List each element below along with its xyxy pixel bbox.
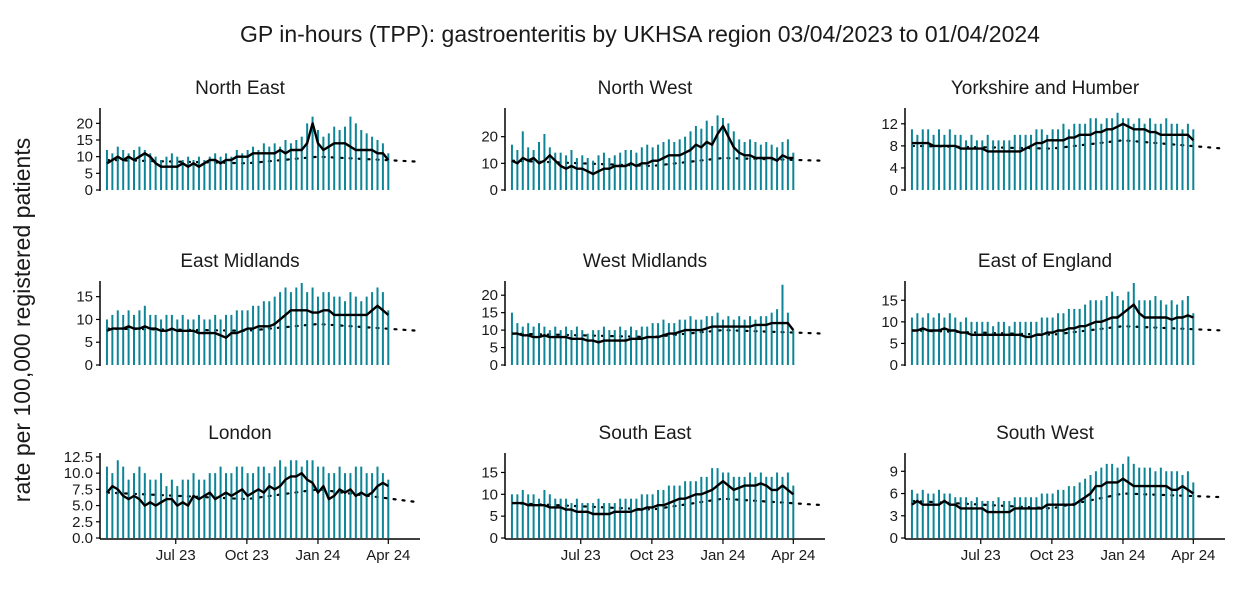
y-tick-label: 10 — [76, 311, 93, 328]
panel-title: North East — [195, 78, 285, 99]
y-tick-label: 7.5 — [72, 481, 93, 498]
y-tick-label: 20 — [76, 115, 93, 132]
smoothed-line — [512, 321, 795, 344]
y-tick-label: 8 — [890, 138, 898, 155]
y-tick-label: 0 — [85, 182, 93, 199]
y-tick-label: 5 — [85, 165, 93, 182]
y-tick-label: 20 — [481, 287, 498, 304]
y-axis-label: rate per 100,000 registered patients — [9, 138, 35, 502]
baseline-line — [910, 139, 1225, 150]
x-tick-label: Oct 23 — [1030, 547, 1074, 564]
y-tick-label: 5 — [490, 340, 498, 357]
panel-title: East of England — [978, 251, 1112, 272]
panel-title: West Midlands — [583, 251, 707, 272]
baseline-line — [510, 328, 825, 339]
y-tick-label: 15 — [481, 305, 498, 322]
y-tick-label: 20 — [481, 129, 498, 146]
x-tick-label: Jul 23 — [961, 547, 1001, 564]
y-tick-label: 9 — [890, 463, 898, 480]
y-tick-label: 10 — [76, 149, 93, 166]
smoothed-line — [912, 122, 1195, 153]
y-tick-label: 0 — [890, 182, 898, 199]
y-tick-label: 0 — [490, 357, 498, 374]
panel-title: North West — [598, 78, 693, 99]
baseline-line — [510, 497, 825, 511]
baseline-line — [105, 155, 420, 165]
panel-title: South East — [599, 423, 693, 444]
x-tick-label: Jul 23 — [561, 547, 601, 564]
x-tick-label: Oct 23 — [225, 547, 269, 564]
y-tick-label: 5 — [85, 334, 93, 351]
x-tick-label: Jan 24 — [295, 547, 340, 564]
x-tick-label: Apr 24 — [771, 547, 815, 564]
smoothed-line — [911, 477, 1194, 514]
smoothed-line — [106, 122, 390, 168]
y-tick-label: 0 — [85, 357, 93, 374]
x-tick-label: Jul 23 — [156, 547, 196, 564]
smoothed-line — [511, 124, 794, 176]
y-tick-label: 12 — [881, 116, 898, 133]
y-tick-label: 5 — [490, 508, 498, 525]
panel-title: London — [208, 423, 271, 444]
panel-title: Yorkshire and Humber — [951, 78, 1140, 99]
x-tick-label: Jan 24 — [1100, 547, 1145, 564]
y-tick-label: 0 — [490, 530, 498, 547]
baseline-line — [910, 492, 1225, 510]
y-tick-label: 0 — [890, 357, 898, 374]
y-tick-label: 3 — [890, 508, 898, 525]
y-tick-label: 0.0 — [72, 530, 93, 547]
smoothed-line — [912, 303, 1194, 339]
baseline-line — [910, 325, 1225, 336]
y-tick-label: 2.5 — [72, 514, 93, 531]
y-tick-label: 0 — [490, 182, 498, 199]
y-tick-label: 10 — [481, 322, 498, 339]
y-tick-label: 10 — [481, 155, 498, 172]
y-tick-label: 5.0 — [72, 498, 93, 515]
y-tick-label: 12.5 — [64, 449, 93, 466]
x-tick-label: Apr 24 — [366, 547, 410, 564]
smoothed-line — [106, 304, 390, 339]
chart-title: GP in-hours (TPP): gastroenteritis by UK… — [240, 21, 1040, 47]
y-tick-label: 15 — [76, 289, 93, 306]
panel-title: South West — [996, 423, 1095, 444]
y-tick-label: 10.0 — [64, 465, 93, 482]
baseline-line — [105, 322, 420, 332]
y-tick-label: 15 — [881, 292, 898, 309]
y-tick-label: 0 — [890, 530, 898, 547]
panel-title: East Midlands — [180, 251, 299, 272]
y-tick-label: 10 — [881, 314, 898, 331]
y-tick-label: 6 — [890, 486, 898, 503]
smoothed-line — [512, 480, 795, 516]
y-tick-label: 15 — [481, 464, 498, 481]
smoothed-line — [106, 472, 389, 507]
x-tick-label: Oct 23 — [630, 547, 674, 564]
y-tick-label: 10 — [481, 486, 498, 503]
y-tick-label: 15 — [76, 132, 93, 149]
x-tick-label: Apr 24 — [1171, 547, 1215, 564]
y-tick-label: 5 — [890, 335, 898, 352]
y-tick-label: 4 — [890, 160, 898, 177]
x-tick-label: Jan 24 — [700, 547, 745, 564]
